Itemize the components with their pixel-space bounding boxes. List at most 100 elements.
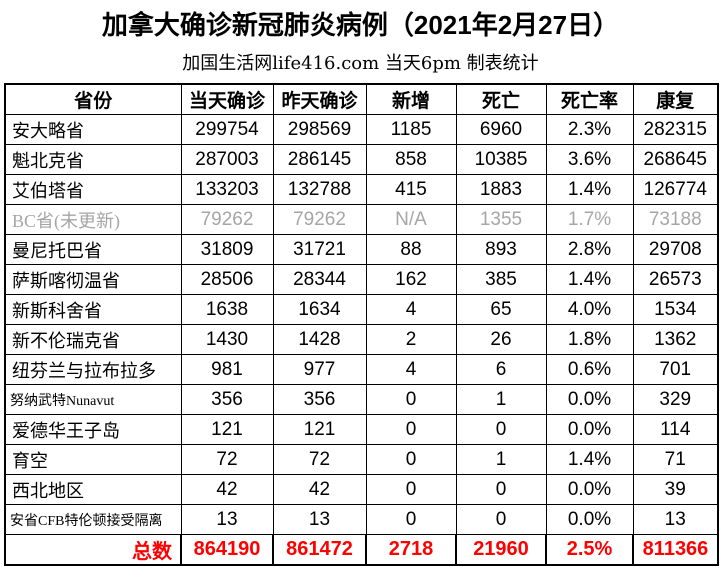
cell-death-rate: 4.0% <box>545 294 634 325</box>
cell-recovered: 71 <box>632 444 719 475</box>
cell-yesterday: 79262 <box>272 204 367 235</box>
province-name: 纽芬兰与拉布拉多 <box>4 354 182 385</box>
cell-new-cases: 415 <box>365 174 457 205</box>
table-row: 纽芬兰与拉布拉多 981 977 4 6 0.6% 701 <box>4 354 719 385</box>
cell-deaths: 0 <box>455 414 547 445</box>
province-name: 爱德华王子岛 <box>4 414 182 445</box>
cell-death-rate: 1.4% <box>545 444 634 475</box>
cell-death-rate: 0.0% <box>545 474 634 505</box>
province-name: 西北地区 <box>4 474 182 505</box>
province-name: 新斯科舍省 <box>4 294 182 325</box>
cell-today: 31809 <box>180 234 274 265</box>
cell-new-cases: 4 <box>365 354 457 385</box>
cell-new-cases: 0 <box>365 504 457 535</box>
table-row: 西北地区 42 42 0 0 0.0% 39 <box>4 474 719 505</box>
cell-new-cases: 0 <box>365 444 457 475</box>
table-row: BC省(未更新) 79262 79262 N/A 1355 1.7% 73188 <box>4 204 719 235</box>
table-header-row: 省份 当天确诊 昨天确诊 新增 死亡 死亡率 康复 <box>4 83 719 115</box>
column-header-recovered: 康复 <box>632 83 719 115</box>
cell-today: 79262 <box>180 204 274 235</box>
province-name: 新不伦瑞克省 <box>4 324 182 355</box>
province-name: 曼尼托巴省 <box>4 234 182 265</box>
cell-death-rate: 2.3% <box>545 114 634 145</box>
cell-recovered: 39 <box>632 474 719 505</box>
cell-recovered: 1534 <box>632 294 719 325</box>
table-row: 努纳武特Nunavut 356 356 0 1 0.0% 329 <box>4 384 719 415</box>
cell-death-rate: 1.7% <box>545 204 634 235</box>
cell-deaths: 1883 <box>455 174 547 205</box>
province-name: 魁北克省 <box>4 144 182 175</box>
cell-yesterday: 28344 <box>272 264 367 295</box>
cell-today: 121 <box>180 414 274 445</box>
source-subtitle: 加国生活网life416.com 当天6pm 制表统计 <box>182 53 539 74</box>
cell-today: 72 <box>180 444 274 475</box>
cell-deaths: 6960 <box>455 114 547 145</box>
cell-death-rate: 0.0% <box>545 414 634 445</box>
cell-death-rate: 0.6% <box>545 354 634 385</box>
cell-yesterday: 286145 <box>272 144 367 175</box>
cell-recovered: 29708 <box>632 234 719 265</box>
table-row: 安大略省 299754 298569 1185 6960 2.3% 282315 <box>4 114 719 145</box>
cell-deaths: 0 <box>455 474 547 505</box>
table-row: 萨斯喀彻温省 28506 28344 162 385 1.4% 26573 <box>4 264 719 295</box>
cell-yesterday: 1428 <box>272 324 367 355</box>
cell-recovered: 701 <box>632 354 719 385</box>
cell-death-rate: 0.0% <box>545 384 634 415</box>
table-row: 安省CFB特伦顿接受隔离 13 13 0 0 0.0% 13 <box>4 504 719 535</box>
cell-new-cases: 4 <box>365 294 457 325</box>
total-today: 864190 <box>180 534 274 566</box>
cell-deaths: 893 <box>455 234 547 265</box>
table-row: 爱德华王子岛 121 121 0 0 0.0% 114 <box>4 414 719 445</box>
cell-yesterday: 72 <box>272 444 367 475</box>
table-body: 安大略省 299754 298569 1185 6960 2.3% 282315 魁北克省 28… <box>4 114 719 535</box>
cell-yesterday: 31721 <box>272 234 367 265</box>
cell-recovered: 114 <box>632 414 719 445</box>
cell-new-cases: 162 <box>365 264 457 295</box>
cell-today: 42 <box>180 474 274 505</box>
cell-recovered: 282315 <box>632 114 719 145</box>
cell-recovered: 73188 <box>632 204 719 235</box>
table-row: 新斯科舍省 1638 1634 4 65 4.0% 1534 <box>4 294 719 325</box>
cell-today: 1638 <box>180 294 274 325</box>
cell-yesterday: 977 <box>272 354 367 385</box>
cell-deaths: 1 <box>455 384 547 415</box>
total-deaths: 21960 <box>455 534 547 566</box>
column-header-death-rate: 死亡率 <box>545 83 634 115</box>
cell-death-rate: 0.0% <box>545 504 634 535</box>
cell-recovered: 1362 <box>632 324 719 355</box>
cell-yesterday: 356 <box>272 384 367 415</box>
total-row: 总数 864190 861472 2718 21960 2.5% 811366 <box>4 534 719 566</box>
cell-new-cases: 0 <box>365 474 457 505</box>
column-header-deaths: 死亡 <box>455 83 547 115</box>
province-name: 安大略省 <box>4 114 182 145</box>
cell-deaths: 0 <box>455 504 547 535</box>
cell-new-cases: 0 <box>365 414 457 445</box>
cell-deaths: 6 <box>455 354 547 385</box>
table-row: 魁北克省 287003 286145 858 10385 3.6% 268645 <box>4 144 719 175</box>
cell-yesterday: 42 <box>272 474 367 505</box>
cell-new-cases: 88 <box>365 234 457 265</box>
province-name: BC省(未更新) <box>4 204 182 235</box>
cell-deaths: 65 <box>455 294 547 325</box>
cell-yesterday: 298569 <box>272 114 367 145</box>
total-death-rate: 2.5% <box>545 534 634 566</box>
province-name: 努纳武特Nunavut <box>4 384 182 415</box>
cell-new-cases: 2 <box>365 324 457 355</box>
cell-death-rate: 1.8% <box>545 324 634 355</box>
cell-new-cases: 0 <box>365 384 457 415</box>
cell-today: 1430 <box>180 324 274 355</box>
cell-recovered: 26573 <box>632 264 719 295</box>
cell-today: 299754 <box>180 114 274 145</box>
cell-recovered: 126774 <box>632 174 719 205</box>
province-name: 安省CFB特伦顿接受隔离 <box>4 504 182 535</box>
cell-today: 287003 <box>180 144 274 175</box>
cell-deaths: 26 <box>455 324 547 355</box>
table-row: 育空 72 72 0 1 1.4% 71 <box>4 444 719 475</box>
cell-yesterday: 132788 <box>272 174 367 205</box>
cell-today: 981 <box>180 354 274 385</box>
total-new-cases: 2718 <box>365 534 457 566</box>
cell-deaths: 1355 <box>455 204 547 235</box>
cell-yesterday: 1634 <box>272 294 367 325</box>
cell-today: 13 <box>180 504 274 535</box>
covid-cases-table: 省份 当天确诊 昨天确诊 新增 死亡 死亡率 康复 安大略省 299754 2985… <box>4 83 719 566</box>
